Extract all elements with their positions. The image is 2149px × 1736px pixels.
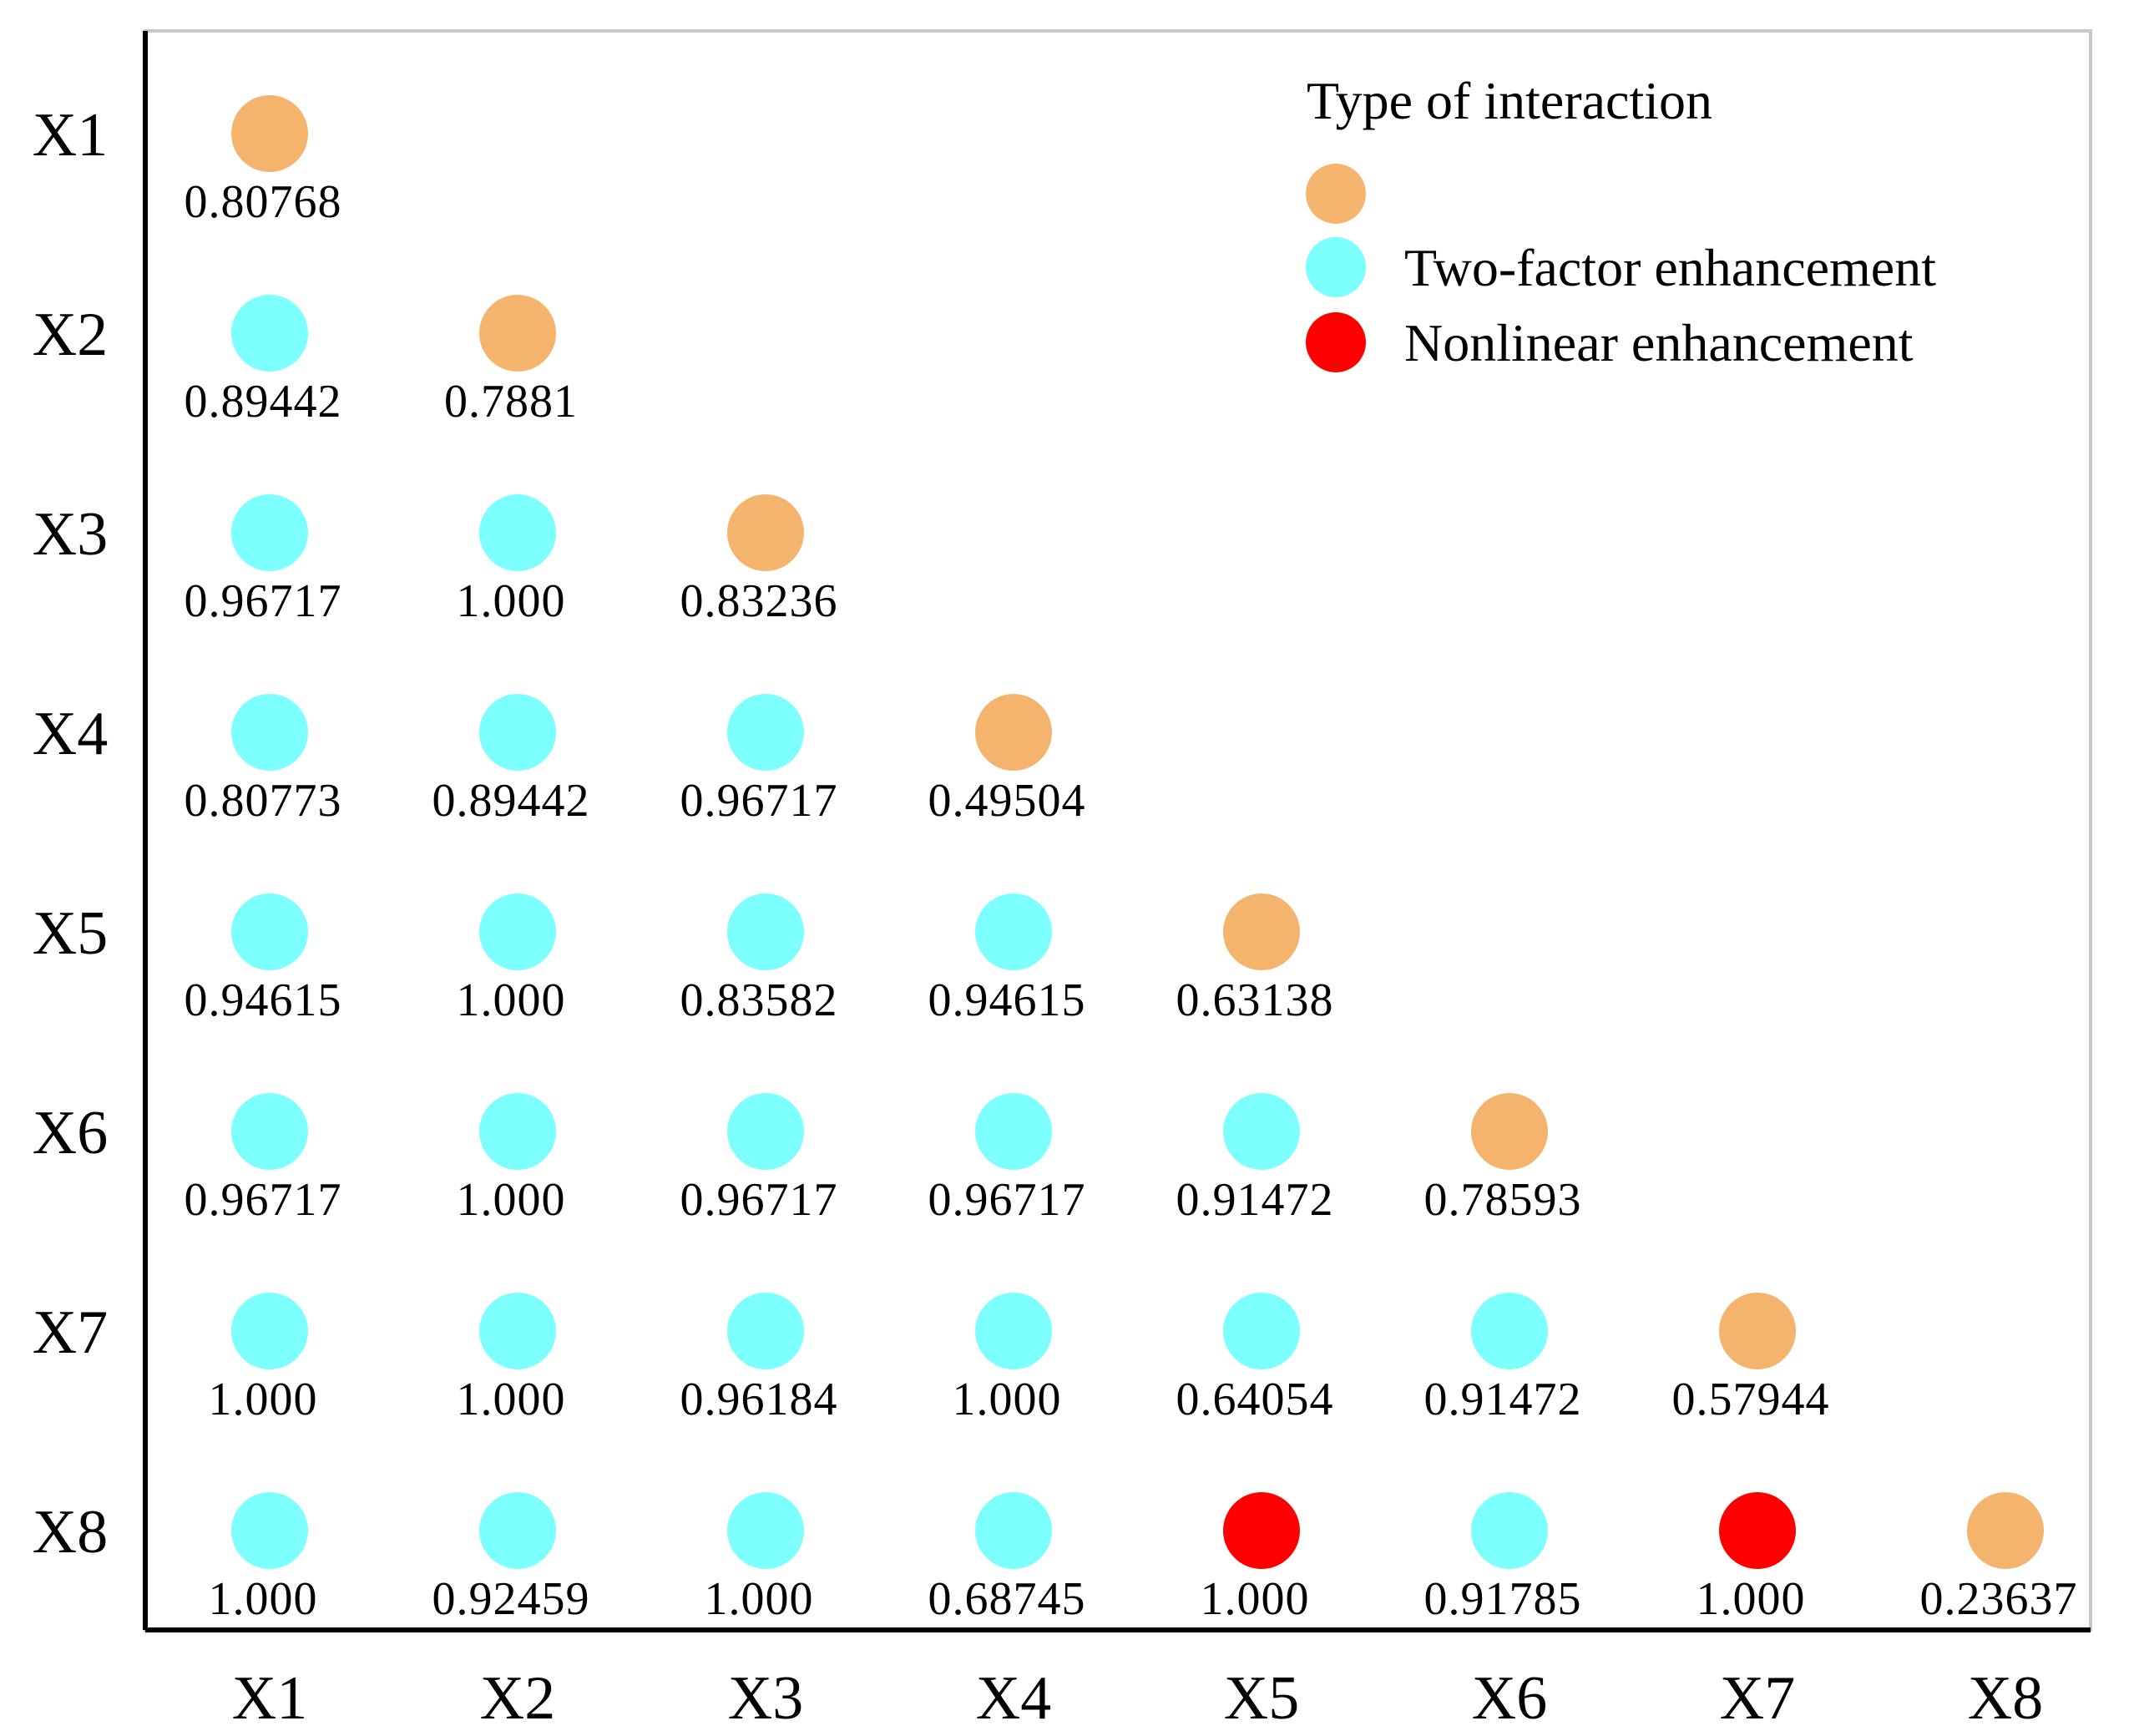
value-label-x5-x2: 1.000: [457, 974, 566, 1026]
point-x6-x5: [1223, 1093, 1300, 1170]
y-tick-label-x6: X6: [33, 1099, 108, 1167]
point-x5-x5: [1223, 893, 1300, 970]
point-x4-x3: [727, 694, 804, 771]
x-tick-label-x6: X6: [1472, 1664, 1547, 1733]
value-label-x8-x4: 0.68745: [928, 1573, 1086, 1625]
legend-title: Type of interaction: [1307, 71, 1712, 130]
point-x3-x2: [479, 494, 556, 571]
x-tick-label-x7: X7: [1720, 1664, 1795, 1733]
value-label-x6-x2: 1.000: [457, 1174, 566, 1226]
value-label-x6-x4: 0.96717: [928, 1174, 1086, 1226]
point-x2-x2: [479, 295, 556, 372]
legend-label-two: Two-factor enhancement: [1404, 238, 1936, 297]
value-label-x7-x3: 0.96184: [680, 1374, 838, 1425]
point-x8-x5: [1223, 1492, 1300, 1569]
value-label-x8-x3: 1.000: [705, 1573, 814, 1625]
y-tick-label-x5: X5: [33, 899, 108, 968]
value-label-x5-x4: 0.94615: [928, 974, 1086, 1026]
value-label-x1-x1: 0.80768: [185, 176, 342, 228]
point-x7-x1: [231, 1293, 308, 1369]
value-label-x4-x3: 0.96717: [680, 775, 838, 827]
chart-marks: X1 X2 X3 X4 X5 X6 X7 X8 X1 X2 X3 X4 X5 X6 X7 X8 0.80768 0…: [33, 95, 2078, 1733]
x-tick-label-x4: X4: [976, 1664, 1051, 1733]
legend-label-nonlinear: Nonlinear enhancement: [1404, 313, 1914, 372]
value-label-x8-x2: 0.92459: [432, 1573, 590, 1625]
point-x6-x3: [727, 1093, 804, 1170]
value-label-x4-x4: 0.49504: [928, 775, 1086, 827]
x-tick-label-x5: X5: [1224, 1664, 1299, 1733]
legend: Type of interaction Two-factor enhancemen…: [1306, 71, 1936, 372]
point-x7-x5: [1223, 1293, 1300, 1369]
y-tick-label-x7: X7: [33, 1298, 108, 1367]
value-label-x3-x2: 1.000: [457, 575, 566, 627]
value-label-x8-x7: 1.000: [1696, 1573, 1806, 1625]
value-label-x6-x3: 0.96717: [680, 1174, 838, 1226]
point-x7-x2: [479, 1293, 556, 1369]
point-x7-x3: [727, 1293, 804, 1369]
point-x8-x8: [1967, 1492, 2044, 1569]
legend-swatch-single: [1306, 164, 1366, 224]
value-label-x2-x1: 0.89442: [185, 376, 342, 428]
x-tick-label-x8: X8: [1968, 1664, 2043, 1733]
value-label-x6-x5: 0.91472: [1176, 1174, 1334, 1226]
value-label-x6-x6: 0.78593: [1424, 1174, 1582, 1226]
point-x8-x3: [727, 1492, 804, 1569]
point-x3-x1: [231, 494, 308, 571]
point-x6-x1: [231, 1093, 308, 1170]
point-x6-x2: [479, 1093, 556, 1170]
point-x8-x4: [975, 1492, 1052, 1569]
value-label-x3-x3: 0.83236: [680, 575, 838, 627]
point-x6-x4: [975, 1093, 1052, 1170]
point-x8-x7: [1719, 1492, 1796, 1569]
value-label-x8-x8: 0.23637: [1920, 1573, 2078, 1625]
value-label-x8-x1: 1.000: [209, 1573, 318, 1625]
x-tick-label-x3: X3: [728, 1664, 803, 1733]
point-x5-x3: [727, 893, 804, 970]
point-x5-x1: [231, 893, 308, 970]
point-x7-x7: [1719, 1293, 1796, 1369]
point-x4-x4: [975, 694, 1052, 771]
value-label-x4-x2: 0.89442: [432, 775, 590, 827]
value-label-x6-x1: 0.96717: [185, 1174, 342, 1226]
value-label-x7-x5: 0.64054: [1176, 1374, 1334, 1425]
x-tick-label-x2: X2: [480, 1664, 555, 1733]
value-label-x5-x5: 0.63138: [1176, 974, 1334, 1026]
value-label-x5-x3: 0.83582: [680, 974, 838, 1026]
legend-swatch-two: [1306, 237, 1366, 297]
value-label-x7-x7: 0.57944: [1672, 1374, 1830, 1425]
point-x6-x6: [1471, 1093, 1548, 1170]
point-x5-x2: [479, 893, 556, 970]
point-x4-x2: [479, 694, 556, 771]
point-x3-x3: [727, 494, 804, 571]
point-x7-x6: [1471, 1293, 1548, 1369]
y-tick-label-x4: X4: [33, 700, 108, 768]
y-tick-label-x3: X3: [33, 500, 108, 569]
value-label-x7-x2: 1.000: [457, 1374, 566, 1425]
y-tick-label-x8: X8: [33, 1498, 108, 1566]
point-x7-x4: [975, 1293, 1052, 1369]
value-label-x7-x4: 1.000: [953, 1374, 1062, 1425]
point-x8-x2: [479, 1492, 556, 1569]
point-x1-x1: [231, 95, 308, 172]
point-x2-x1: [231, 295, 308, 372]
value-label-x8-x5: 1.000: [1201, 1573, 1310, 1625]
point-x8-x6: [1471, 1492, 1548, 1569]
point-x4-x1: [231, 694, 308, 771]
y-tick-label-x2: X2: [33, 301, 108, 369]
legend-swatch-nonlinear: [1306, 312, 1366, 372]
value-label-x2-x2: 0.7881: [444, 376, 578, 428]
value-label-x8-x6: 0.91785: [1424, 1573, 1582, 1625]
value-label-x5-x1: 0.94615: [185, 974, 342, 1026]
point-x8-x1: [231, 1492, 308, 1569]
value-label-x4-x1: 0.80773: [185, 775, 342, 827]
value-label-x7-x1: 1.000: [209, 1374, 318, 1425]
point-x5-x4: [975, 893, 1052, 970]
x-tick-label-x1: X1: [232, 1664, 307, 1733]
y-tick-label-x1: X1: [33, 101, 108, 170]
value-label-x7-x6: 0.91472: [1424, 1374, 1582, 1425]
value-label-x3-x1: 0.96717: [185, 575, 342, 627]
